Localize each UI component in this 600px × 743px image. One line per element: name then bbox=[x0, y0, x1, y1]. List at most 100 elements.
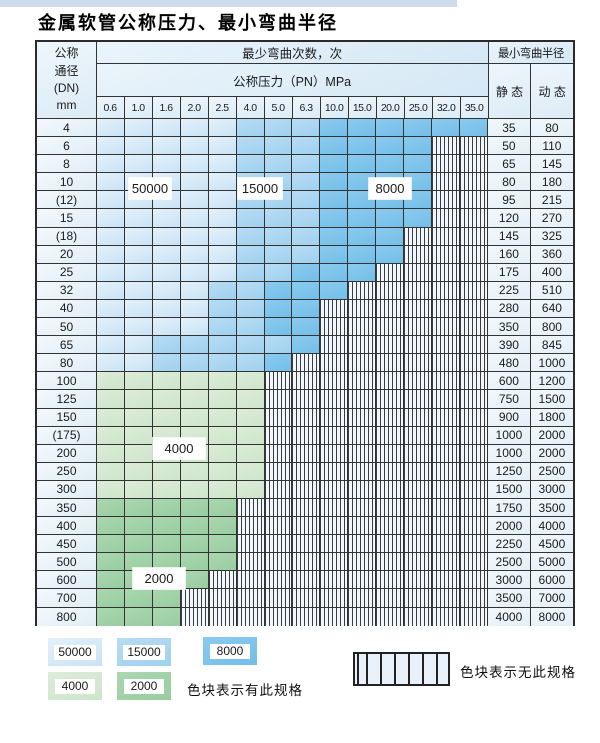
pressure-spec-cell bbox=[124, 155, 153, 174]
pressure-spec-cell bbox=[348, 281, 377, 300]
pressure-spec-cell bbox=[152, 209, 181, 228]
pressure-spec-cell bbox=[97, 318, 125, 337]
pressure-spec-cell bbox=[432, 155, 460, 174]
pressure-spec-cell bbox=[348, 354, 377, 373]
pressure-spec-cell bbox=[432, 553, 460, 572]
pressure-spec-cell bbox=[404, 155, 433, 174]
pressure-spec-cell bbox=[376, 607, 405, 626]
pressure-spec-cell bbox=[404, 119, 433, 138]
dn-cell: (18) bbox=[37, 227, 97, 246]
static-radius-cell: 390 bbox=[487, 336, 531, 355]
pressure-spec-cell bbox=[180, 607, 209, 626]
dn-cell: 200 bbox=[37, 444, 97, 463]
pressure-spec-cell bbox=[459, 607, 488, 626]
pressure-spec-cell bbox=[152, 480, 181, 499]
pressure-spec-cell bbox=[236, 354, 265, 373]
dn-cell: 250 bbox=[37, 462, 97, 481]
pressure-spec-cell bbox=[459, 480, 488, 499]
pressure-spec-cell bbox=[264, 535, 293, 554]
static-radius-cell: 65 bbox=[487, 155, 531, 174]
pressure-spec-cell bbox=[432, 299, 460, 319]
static-radius-cell: 2000 bbox=[487, 517, 531, 536]
pressure-spec-cell bbox=[152, 390, 181, 409]
dynamic-radius-cell: 360 bbox=[530, 245, 573, 264]
table-row: 65 390 845 bbox=[37, 336, 573, 355]
pressure-spec-cell bbox=[459, 318, 488, 337]
header-row-top: 最少弯曲次数，次 最小弯曲半径 bbox=[37, 42, 574, 64]
table-row: 100 600 1200 bbox=[37, 372, 573, 391]
pressure-spec-cell bbox=[348, 498, 377, 518]
pressure-spec-cell bbox=[459, 354, 488, 373]
pressure-spec-cell bbox=[97, 517, 125, 536]
dynamic-radius-cell: 110 bbox=[530, 137, 573, 156]
dynamic-radius-cell: 640 bbox=[530, 299, 573, 319]
dn-cell: 700 bbox=[37, 589, 97, 608]
header-row-bottom: 公称压力（PN）MPa 0.6 1.0 1.6 2.0 2.5 4.0 5.0 6.3 10.0… bbox=[37, 64, 574, 119]
pressure-spec-cell bbox=[320, 281, 349, 300]
pressure-spec-cell bbox=[320, 426, 349, 445]
static-radius-cell: 750 bbox=[487, 390, 531, 409]
dynamic-radius-cell: 7000 bbox=[530, 589, 573, 608]
dynamic-radius-cell: 5000 bbox=[530, 553, 573, 572]
legend-unavailable-text: 色块表示无此规格 bbox=[460, 665, 576, 680]
pressure-spec-cell bbox=[180, 209, 209, 228]
pressure-spec-cell bbox=[348, 245, 377, 264]
pressure-spec-cell bbox=[432, 137, 460, 156]
pressure-spec-cell bbox=[208, 571, 237, 590]
pressure-spec-cell bbox=[264, 607, 293, 626]
pressure-spec-cell bbox=[152, 462, 181, 481]
pressure-spec-cell bbox=[320, 209, 349, 228]
page-title: 金属软管公称压力、最小弯曲半径 bbox=[38, 13, 338, 33]
pressure-spec-cell bbox=[264, 137, 293, 156]
pressure-spec-cell bbox=[459, 571, 488, 590]
pressure-spec-cell bbox=[236, 299, 265, 319]
table-row: 25 175 400 bbox=[37, 263, 573, 282]
static-radius-cell: 225 bbox=[487, 281, 531, 300]
legend-item-4000: 4000 bbox=[48, 672, 102, 700]
pressure-spec-cell bbox=[152, 245, 181, 264]
static-radius-cell: 95 bbox=[487, 191, 531, 210]
pressure-spec-cell bbox=[236, 480, 265, 499]
pressure-spec-cell bbox=[432, 426, 460, 445]
pressure-spec-cell bbox=[459, 245, 488, 264]
pressure-spec-cell bbox=[264, 408, 293, 427]
pressure-spec-cell bbox=[459, 119, 488, 138]
pressure-spec-cell bbox=[432, 535, 460, 554]
pressure-spec-cell bbox=[180, 191, 209, 210]
pressure-spec-cell bbox=[124, 245, 153, 264]
pressure-header-group: 公称压力（PN）MPa 0.6 1.0 1.6 2.0 2.5 4.0 5.0 6.3 10.0… bbox=[96, 64, 489, 119]
pressure-spec-cell bbox=[124, 263, 153, 282]
pressure-spec-cell bbox=[376, 263, 405, 282]
pressure-spec-cell bbox=[376, 318, 405, 337]
pressure-spec-cell bbox=[180, 462, 209, 481]
pressure-spec-cell bbox=[432, 390, 460, 409]
cycle-count-marker: 50000 bbox=[129, 178, 171, 199]
pressure-spec-cell bbox=[376, 589, 405, 608]
pressure-spec-cell bbox=[459, 227, 488, 246]
pressure-spec-cell bbox=[376, 372, 405, 391]
pressure-spec-cell bbox=[152, 119, 181, 138]
pressure-spec-cell bbox=[404, 480, 433, 499]
static-radius-cell: 280 bbox=[487, 299, 531, 319]
pressure-spec-cell bbox=[292, 191, 321, 210]
pressure-spec-cell bbox=[236, 137, 265, 156]
pressure-spec-cell bbox=[348, 137, 377, 156]
pressure-spec-cell bbox=[236, 372, 265, 391]
pressure-spec-cell bbox=[124, 372, 153, 391]
pressure-spec-cell bbox=[152, 155, 181, 174]
pressure-spec-cell bbox=[320, 553, 349, 572]
pressure-spec-cell bbox=[152, 354, 181, 373]
pressure-spec-cell bbox=[236, 535, 265, 554]
pressure-spec-cell bbox=[152, 498, 181, 518]
table-row: 500 2500 5000 bbox=[37, 553, 573, 572]
pressure-spec-cell bbox=[264, 462, 293, 481]
dn-cell: 10 bbox=[37, 173, 97, 192]
dynamic-radius-cell: 215 bbox=[530, 191, 573, 210]
pressure-spec-cell bbox=[180, 263, 209, 282]
pressure-spec-cell bbox=[376, 535, 405, 554]
pressure-spec-cell bbox=[376, 390, 405, 409]
pressure-spec-cell bbox=[376, 480, 405, 499]
pressure-spec-cell bbox=[292, 571, 321, 590]
pressure-spec-cell bbox=[97, 227, 125, 246]
pressure-spec-cell bbox=[180, 227, 209, 246]
